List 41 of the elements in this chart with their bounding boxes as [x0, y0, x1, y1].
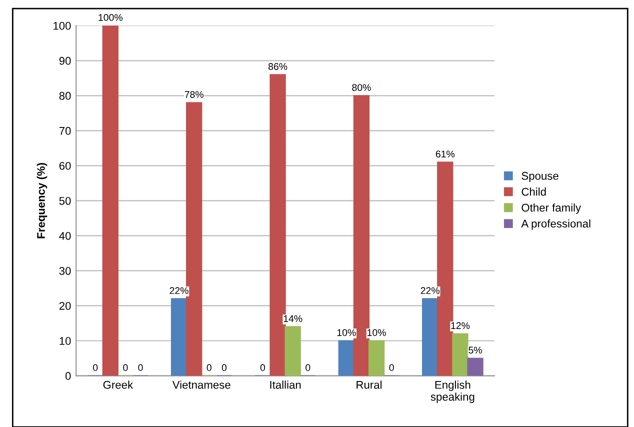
data-label: 0 [222, 364, 227, 372]
data-label: 0 [260, 364, 266, 372]
x-tick-label: English speaking [430, 380, 474, 403]
y-tick-label: 40 [59, 232, 71, 240]
data-label: 0 [306, 364, 310, 372]
y-tick-label: 90 [59, 56, 71, 65]
data-label: 86% [268, 63, 288, 70]
y-tick-label: 70 [59, 126, 71, 135]
data-label: 0 [123, 364, 128, 372]
data-label: 0 [206, 364, 212, 372]
data-label: 78% [184, 91, 204, 98]
data-label: 80% [352, 84, 371, 91]
legend-label: A professional [521, 219, 590, 230]
y-tick-label: 10 [60, 337, 71, 345]
y-tick-label: 30 [59, 266, 71, 275]
data-label: 22% [170, 287, 188, 294]
data-label: 0 [138, 364, 143, 372]
y-tick-label: 100 [54, 22, 71, 30]
data-label: 12% [451, 322, 470, 330]
data-label: 5% [468, 346, 482, 354]
data-label: 22% [420, 287, 440, 294]
data-label: 10% [337, 329, 356, 336]
legend-label: Child [522, 188, 546, 196]
data-label: 0 [93, 364, 98, 372]
y-tick-label: 0 [65, 372, 71, 380]
y-tick-label: 60 [59, 162, 71, 170]
y-tick-label: 80 [59, 92, 71, 100]
legend-label: Other family [522, 203, 582, 214]
x-tick-label: Itallian [270, 380, 301, 389]
x-tick-label: Rural [356, 380, 382, 389]
x-tick-label: Greek [103, 380, 134, 389]
y-tick-label: 20 [59, 302, 71, 310]
x-tick-label: Vietnamese [172, 380, 230, 389]
data-label: 0 [389, 364, 394, 372]
legend-label: Spouse [522, 172, 558, 182]
data-label: 61% [436, 150, 455, 158]
y-axis-title: Frequency (%) [36, 162, 48, 238]
data-label: 100% [98, 14, 122, 21]
data-label: 14% [284, 315, 302, 322]
y-tick-label: 50 [59, 196, 71, 205]
data-label: 10% [368, 329, 386, 336]
